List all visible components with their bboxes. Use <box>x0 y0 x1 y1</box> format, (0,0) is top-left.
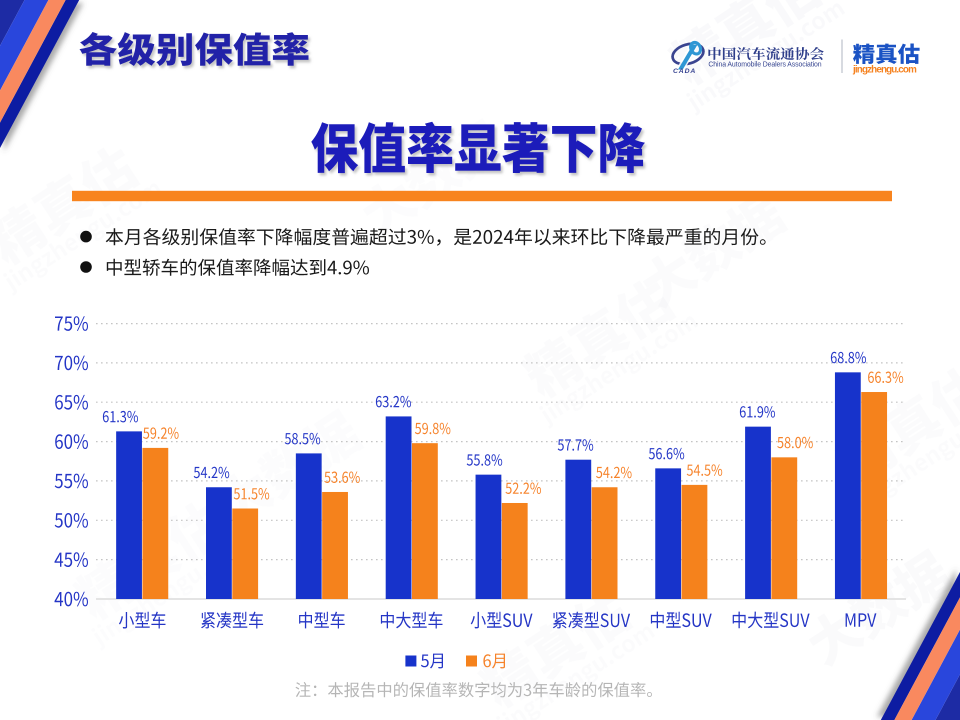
svg-text:China Automobile Dealers Assoc: China Automobile Dealers Association <box>708 62 821 69</box>
svg-text:CADA: CADA <box>673 68 696 75</box>
svg-text:jingzhengu.com: jingzhengu.com <box>852 64 917 75</box>
